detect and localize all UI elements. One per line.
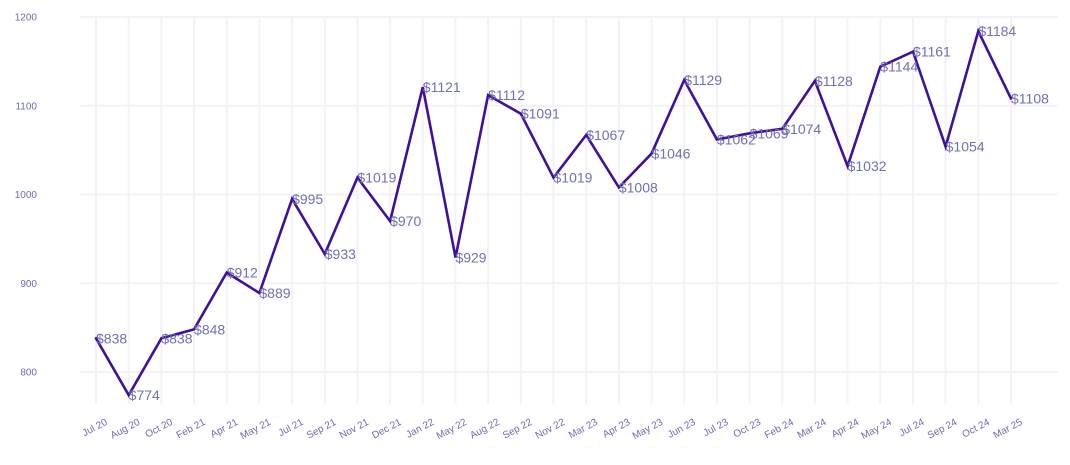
data-label: $933: [325, 246, 356, 262]
x-tick-label: May 23: [631, 417, 666, 442]
data-label: $912: [227, 265, 258, 281]
data-label: $1074: [782, 121, 821, 137]
x-tick-label: Nov 21: [338, 417, 372, 442]
y-tick-label: 800: [20, 368, 37, 379]
data-label: $838: [96, 330, 127, 346]
y-tick-label: 900: [20, 279, 37, 290]
x-tick-label: Mar 24: [796, 417, 829, 442]
data-label: $1054: [946, 139, 985, 155]
data-label: $1144: [880, 59, 918, 75]
data-label: $1067: [586, 127, 625, 143]
x-tick-label: Sep 22: [501, 417, 535, 442]
data-labels: $838$774$838$848$912$889$995$933$1019$97…: [96, 23, 1049, 403]
x-tick-label: Jul 20: [81, 417, 110, 439]
data-label: $1032: [848, 158, 887, 174]
data-label: $995: [292, 191, 323, 207]
x-tick-label: May 24: [860, 417, 895, 442]
x-tick-label: May 21: [239, 417, 274, 442]
x-tick-label: Jul 23: [702, 417, 731, 439]
x-tick-label: May 22: [435, 417, 470, 442]
x-tick-label: Jul 21: [277, 417, 306, 439]
x-tick-label: Jan 22: [405, 417, 437, 441]
data-label: $1091: [521, 106, 560, 122]
y-tick-label: 1200: [15, 13, 38, 24]
x-tick-label: Feb 24: [763, 417, 796, 442]
data-label: $838: [161, 330, 192, 346]
x-tick-label: Aug 20: [109, 417, 143, 442]
x-tick-label: Apr 24: [830, 417, 862, 441]
y-tick-label: 1000: [15, 190, 38, 201]
grid: [80, 16, 1058, 404]
x-tick-label: Apr 21: [209, 417, 241, 441]
data-label: $1129: [684, 72, 722, 88]
data-label: $1046: [652, 146, 691, 162]
data-label: $1184: [978, 23, 1016, 39]
data-label: $1019: [357, 170, 396, 186]
data-label: $1019: [554, 170, 593, 186]
data-label: $1069: [750, 125, 789, 141]
series-line: [94, 27, 1013, 398]
data-label: $1121: [423, 79, 461, 95]
data-label: $1128: [815, 73, 853, 89]
data-label: $1062: [717, 131, 756, 147]
x-tick-label: Oct 23: [732, 417, 764, 441]
x-tick-label: Mar 23: [567, 417, 600, 442]
x-tick-label: Nov 22: [534, 417, 568, 442]
x-tick-label: Sep 21: [305, 417, 339, 442]
x-tick-label: Jun 23: [666, 417, 698, 441]
data-label: $1161: [913, 44, 951, 60]
y-axis-ticks: 800 900 1000 1100 1200: [15, 13, 38, 379]
data-label: $848: [194, 321, 225, 337]
x-tick-label: Sep 24: [926, 417, 960, 442]
data-label: $970: [390, 213, 421, 229]
data-label: $929: [455, 250, 486, 266]
data-label: $1112: [488, 87, 525, 103]
data-label: $1108: [1011, 91, 1049, 107]
data-label: $1008: [619, 179, 658, 195]
x-tick-label: Feb 21: [175, 417, 208, 442]
x-tick-label: Oct 20: [144, 417, 176, 441]
x-tick-label: Oct 24: [961, 417, 993, 441]
x-tick-label: Jul 24: [898, 417, 927, 439]
x-tick-label: Dec 21: [370, 417, 404, 442]
x-tick-label: Aug 22: [468, 417, 502, 442]
data-label: $774: [129, 387, 160, 403]
x-tick-label: Apr 23: [601, 417, 633, 441]
data-label: $889: [259, 285, 290, 301]
x-tick-label: Mar 25: [992, 417, 1025, 442]
y-tick-label: 1100: [15, 101, 37, 112]
